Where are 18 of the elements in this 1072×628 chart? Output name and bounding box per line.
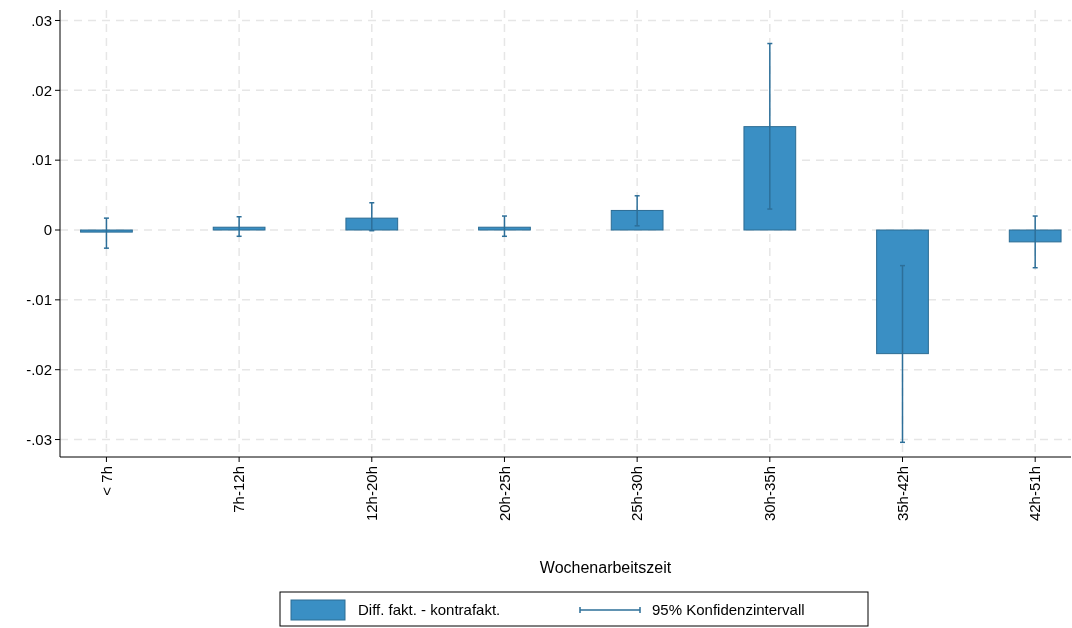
y-tick-label: -.01: [26, 291, 52, 309]
x-tick-label: 30h-35h: [761, 466, 779, 522]
x-axis-title: Wochenarbeitszeit: [539, 559, 672, 576]
legend-label: Diff. fakt. - kontrafakt.: [358, 601, 501, 619]
x-tick-label: 7h-12h: [230, 466, 248, 513]
y-tick-label: -.03: [26, 430, 52, 448]
x-tick-label: 25h-30h: [628, 466, 646, 522]
x-tick-label: < 7h: [97, 466, 115, 496]
y-tick-label: .02: [31, 81, 52, 99]
x-tick-label: 35h-42h: [893, 466, 911, 522]
y-tick-label: 0: [43, 221, 52, 239]
text: 95% Konfidenzintervall: [652, 601, 805, 619]
x-tick-label: 42h-51h: [1026, 466, 1044, 522]
x-tick-label: 20h-25h: [495, 466, 513, 522]
x-tick-label: 12h-20h: [363, 466, 381, 522]
y-tick-label: .01: [31, 151, 52, 169]
y-tick-label: .03: [31, 11, 52, 29]
y-tick-label: -.02: [26, 360, 52, 378]
